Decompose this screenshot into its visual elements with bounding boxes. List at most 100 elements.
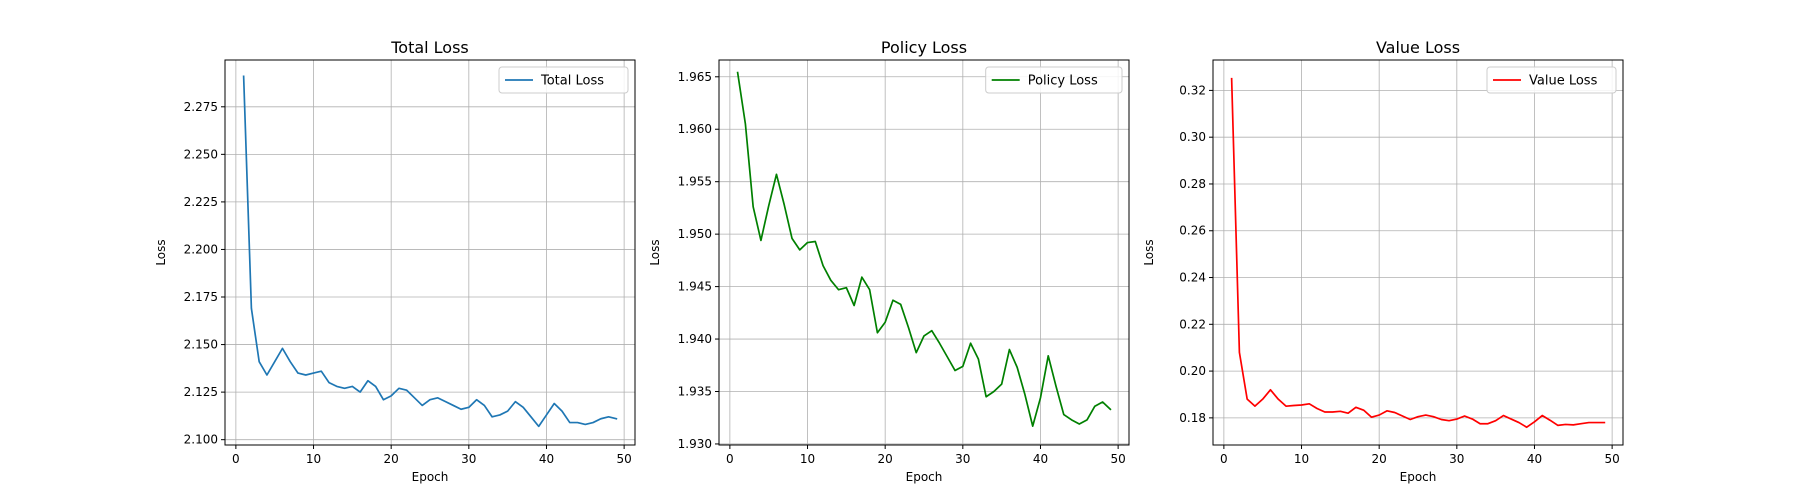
x-tick-label: 20	[1372, 452, 1387, 466]
data-point	[1024, 394, 1026, 396]
data-point	[1386, 410, 1388, 412]
data-point	[745, 123, 747, 125]
legend: Value Loss	[1486, 66, 1617, 94]
data-point	[1009, 349, 1011, 351]
data-point	[737, 72, 739, 74]
data-point	[266, 374, 268, 376]
data-point	[569, 422, 571, 424]
plot-frame	[1212, 59, 1624, 446]
data-point	[1308, 403, 1310, 405]
legend-label: Value Loss	[1529, 74, 1598, 89]
y-axis-label: Loss	[154, 239, 168, 265]
data-point	[313, 372, 315, 374]
data-point	[592, 422, 594, 424]
data-point	[375, 386, 377, 388]
data-point	[1573, 424, 1575, 426]
chart-2: 0 10 20 30 40 50 1.930 1.935 1.940 1.945 1.950 1.95…	[648, 38, 1130, 484]
data-point	[320, 370, 322, 372]
data-point	[507, 410, 509, 412]
x-axis-label: Epoch	[412, 470, 449, 484]
data-point	[1565, 424, 1567, 426]
data-point	[1518, 422, 1520, 424]
legend-label: Policy Loss	[1028, 74, 1098, 89]
data-point	[460, 408, 462, 410]
data-point	[452, 405, 454, 407]
data-point	[892, 299, 894, 301]
data-point	[522, 407, 524, 409]
y-tick-label: 1.955	[678, 175, 712, 189]
data-point	[1371, 416, 1373, 418]
x-tick-label: 40	[539, 452, 554, 466]
x-tick-label: 10	[306, 452, 321, 466]
legend-label: Total Loss	[540, 74, 604, 89]
x-tick-label: 0	[1220, 452, 1228, 466]
plot-frame	[224, 59, 636, 446]
data-point	[468, 407, 470, 409]
x-tick-label: 10	[1294, 452, 1309, 466]
data-point	[985, 396, 987, 398]
data-point	[367, 380, 369, 382]
data-point	[776, 174, 778, 176]
data-point	[1604, 422, 1606, 424]
x-tick-label: 20	[878, 452, 893, 466]
data-point	[515, 401, 517, 403]
data-point	[1347, 412, 1349, 414]
data-point	[1425, 414, 1427, 416]
data-point	[1231, 78, 1233, 80]
data-point	[1032, 425, 1034, 427]
data-point	[791, 238, 793, 240]
data-point	[258, 361, 260, 363]
data-point	[1440, 419, 1442, 421]
data-point	[429, 399, 431, 401]
y-tick-label: 0.20	[1179, 364, 1206, 378]
data-point	[970, 342, 972, 344]
data-point	[807, 242, 809, 244]
series-line-value-loss	[1230, 77, 1606, 429]
data-point	[1456, 418, 1458, 420]
series-line-total-loss	[242, 75, 618, 428]
x-tick-label: 50	[616, 452, 631, 466]
data-point	[1464, 415, 1466, 417]
data-point	[1102, 401, 1104, 403]
data-point	[414, 397, 416, 399]
plot-frame	[718, 59, 1130, 446]
data-point	[1487, 423, 1489, 425]
data-point	[1580, 423, 1582, 425]
data-point	[1378, 414, 1380, 416]
data-point	[336, 386, 338, 388]
data-point	[1541, 415, 1543, 417]
x-tick-label: 0	[232, 452, 240, 466]
data-point	[1063, 414, 1065, 416]
data-point	[437, 397, 439, 399]
data-point	[383, 399, 385, 401]
data-point	[585, 424, 587, 426]
data-point	[600, 418, 602, 420]
data-point	[1055, 385, 1057, 387]
x-tick-label: 40	[1527, 452, 1542, 466]
data-point	[1086, 419, 1088, 421]
data-point	[1510, 418, 1512, 420]
chart-title: Policy Loss	[881, 38, 967, 57]
data-point	[1071, 419, 1073, 421]
y-tick-label: 2.150	[184, 338, 218, 352]
x-axis-label: Epoch	[906, 470, 943, 484]
legend: Total Loss	[498, 66, 629, 94]
y-tick-label: 1.940	[678, 332, 712, 346]
data-point	[1324, 411, 1326, 413]
data-point	[853, 305, 855, 307]
data-point	[1332, 411, 1334, 413]
data-point	[1479, 423, 1481, 425]
data-point	[838, 289, 840, 291]
y-tick-label: 1.935	[678, 384, 712, 398]
data-point	[421, 405, 423, 407]
legend-box	[1486, 66, 1617, 94]
y-tick-label: 2.225	[184, 195, 218, 209]
data-point	[352, 386, 354, 388]
y-axis-label: Loss	[1142, 239, 1156, 265]
y-tick-label: 0.18	[1179, 411, 1206, 425]
x-tick-label: 40	[1033, 452, 1048, 466]
data-point	[1503, 415, 1505, 417]
chart-3: 0 10 20 30 40 50 0.18 0.20 0.22 0.24 0.26 0.28 0.30 0…	[1142, 38, 1624, 484]
data-point	[1277, 398, 1279, 400]
data-point	[1588, 422, 1590, 424]
